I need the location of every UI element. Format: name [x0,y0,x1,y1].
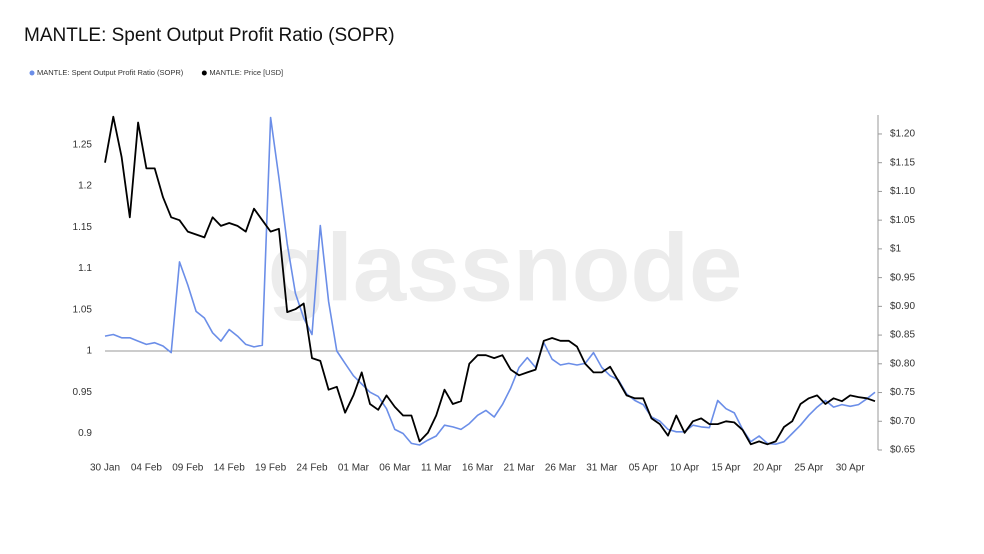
x-tick-label: 10 Apr [670,463,700,474]
legend-label: MANTLE: Price [USD] [209,68,283,77]
y2-tick-label: $0.70 [890,416,915,427]
chart-title: MANTLE: Spent Output Profit Ratio (SOPR) [24,25,395,46]
y-tick-label: 0.95 [73,387,93,398]
x-tick-label: 04 Feb [131,463,163,474]
y2-tick-label: $0.80 [890,358,915,369]
y2-tick-label: $1.20 [890,129,915,140]
watermark: glassnode [268,214,743,321]
x-tick-label: 26 Mar [545,463,577,474]
y2-tick-label: $1.10 [890,186,915,197]
y-tick-label: 1.15 [73,222,93,233]
x-tick-label: 25 Apr [794,463,824,474]
y2-tick-label: $1 [890,244,902,255]
y2-tick-label: $0.95 [890,272,915,283]
y-tick-label: 1.1 [78,263,92,274]
y-tick-label: 1 [86,346,92,357]
x-tick-label: 30 Apr [836,463,866,474]
y-tick-label: 0.9 [78,428,92,439]
y2-tick-label: $0.75 [890,387,915,398]
x-tick-label: 06 Mar [379,463,411,474]
y-tick-label: 1.25 [73,139,93,150]
legend-marker [29,70,35,76]
x-tick-label: 24 Feb [296,463,328,474]
x-tick-label: 31 Mar [586,463,618,474]
x-tick-label: 20 Apr [753,463,783,474]
x-tick-label: 21 Mar [503,463,535,474]
x-tick-label: 11 Mar [421,463,452,474]
y2-tick-label: $0.90 [890,301,915,312]
y-tick-label: 1.05 [73,304,93,315]
y2-tick-label: $1.05 [890,215,915,226]
y2-tick-label: $0.85 [890,330,915,341]
x-tick-label: 15 Apr [712,463,742,474]
series-line [104,115,876,446]
legend-marker [201,70,207,76]
x-tick-label: 09 Feb [172,463,204,474]
x-tick-label: 30 Jan [90,463,120,474]
y2-tick-label: $0.65 [890,445,915,456]
y2-tick-label: $1.15 [890,157,915,168]
legend-label: MANTLE: Spent Output Profit Ratio (SOPR) [37,68,184,77]
x-tick-label: 19 Feb [255,463,287,474]
x-tick-label: 05 Apr [629,463,659,474]
y-tick-label: 1.2 [78,181,92,192]
x-tick-label: 16 Mar [462,463,494,474]
x-tick-label: 01 Mar [338,463,370,474]
x-tick-label: 14 Feb [214,463,246,474]
